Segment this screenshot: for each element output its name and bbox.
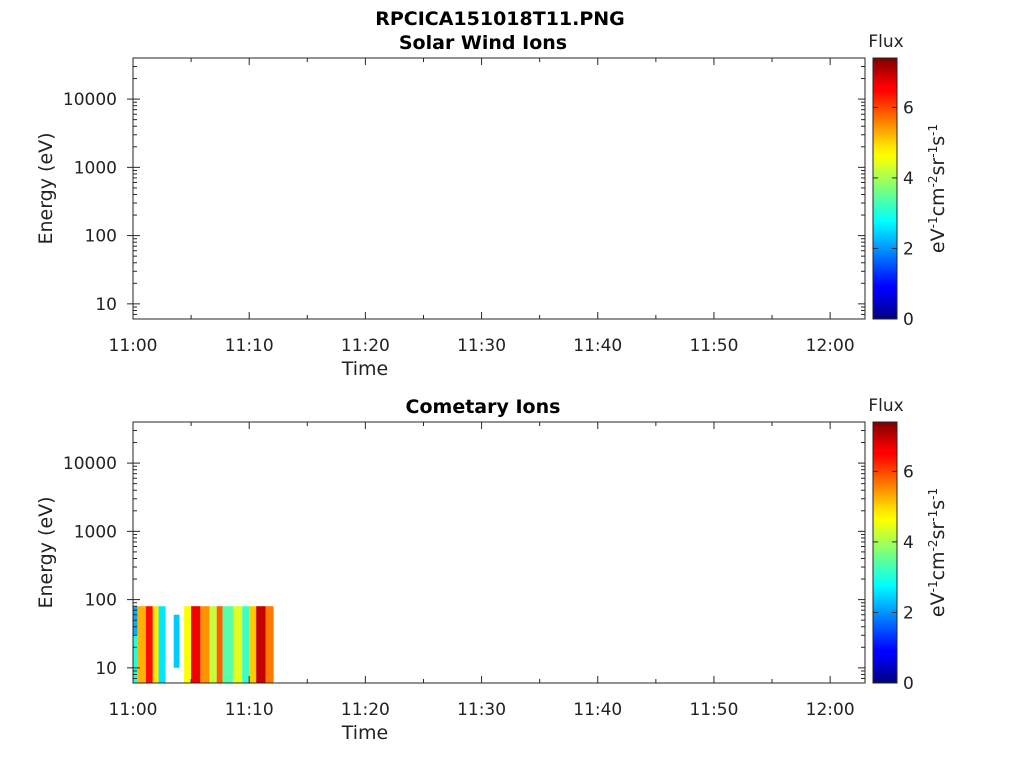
data-cell bbox=[242, 606, 250, 683]
colorbar-tick-label: 0 bbox=[903, 674, 914, 694]
colorbar-title: Flux bbox=[868, 32, 903, 52]
x-tick-label: 11:40 bbox=[573, 700, 622, 720]
data-cell bbox=[137, 606, 146, 683]
colorbar-title: Flux bbox=[868, 396, 903, 416]
data-cell bbox=[191, 606, 201, 683]
x-axis-label: Time bbox=[341, 722, 389, 744]
y-axis-label: Energy (eV) bbox=[35, 496, 57, 608]
y-tick-label: 10000 bbox=[63, 454, 117, 474]
y-axis-label: Energy (eV) bbox=[35, 132, 57, 244]
data-cell bbox=[249, 606, 257, 683]
data-cell bbox=[173, 614, 180, 668]
colorbar-tick-label: 6 bbox=[903, 462, 914, 482]
x-tick-label: 11:00 bbox=[109, 336, 158, 356]
x-axis-label: Time bbox=[341, 358, 389, 380]
y-tick-label: 10000 bbox=[63, 90, 117, 110]
data-cell bbox=[216, 606, 223, 683]
colorbar bbox=[872, 421, 898, 684]
colorbar-tick-label: 4 bbox=[903, 533, 914, 553]
x-tick-label: 11:40 bbox=[573, 336, 622, 356]
data-cell bbox=[184, 606, 192, 683]
panel-title: Cometary Ions bbox=[406, 396, 561, 418]
data-cell bbox=[222, 606, 233, 683]
x-tick-label: 11:50 bbox=[689, 336, 738, 356]
panel-cometary-ions: Cometary Ions 11:00 11:10 11:20 11:30 11:40 11… bbox=[35, 396, 949, 744]
x-tick-label: 11:30 bbox=[457, 336, 506, 356]
x-tick-label: 11:20 bbox=[341, 336, 390, 356]
data-cell bbox=[158, 606, 166, 683]
y-tick-label: 10 bbox=[95, 659, 117, 679]
y-tick-label: 100 bbox=[85, 591, 117, 611]
colorbar-label: eV-1cm-2sr-1s-1 bbox=[926, 124, 949, 253]
data-cell bbox=[133, 635, 138, 683]
data-cell bbox=[152, 606, 159, 683]
data-cell bbox=[256, 606, 266, 683]
figure-title: RPCICA151018T11.PNG bbox=[375, 8, 625, 30]
x-tick-label: 12:00 bbox=[806, 336, 855, 356]
x-tick-label: 11:10 bbox=[225, 700, 274, 720]
x-tick-label: 11:20 bbox=[341, 700, 390, 720]
x-tick-label: 11:50 bbox=[689, 700, 738, 720]
colorbar bbox=[872, 57, 898, 320]
y-tick-label: 1000 bbox=[74, 522, 117, 542]
colorbar-tick-label: 4 bbox=[903, 169, 914, 189]
y-tick-label: 10 bbox=[95, 295, 117, 315]
plot-frame bbox=[132, 57, 866, 320]
x-tick-label: 11:10 bbox=[225, 336, 274, 356]
colorbar-tick-label: 0 bbox=[903, 310, 914, 330]
x-tick-label: 11:00 bbox=[109, 700, 158, 720]
panel-solar-wind-ions: Solar Wind Ions 11:00 11:10 11:20 11:30 11:40… bbox=[35, 32, 949, 380]
y-tick-label: 100 bbox=[85, 227, 117, 247]
colorbar-tick-label: 2 bbox=[903, 603, 914, 623]
colorbar-tick-label: 2 bbox=[903, 239, 914, 259]
x-tick-label: 12:00 bbox=[806, 700, 855, 720]
x-tick-label: 11:30 bbox=[457, 700, 506, 720]
colorbar-label: eV-1cm-2sr-1s-1 bbox=[926, 488, 949, 617]
plot-frame bbox=[132, 421, 866, 684]
data-cell bbox=[232, 606, 243, 683]
data-cell bbox=[209, 606, 217, 683]
y-tick-label: 1000 bbox=[74, 158, 117, 178]
data-cell bbox=[265, 606, 274, 683]
colorbar-tick-label: 6 bbox=[903, 98, 914, 118]
data-cell bbox=[133, 606, 138, 636]
panel-title: Solar Wind Ions bbox=[399, 32, 567, 54]
data-cell bbox=[200, 606, 210, 683]
data-cell bbox=[145, 606, 153, 683]
